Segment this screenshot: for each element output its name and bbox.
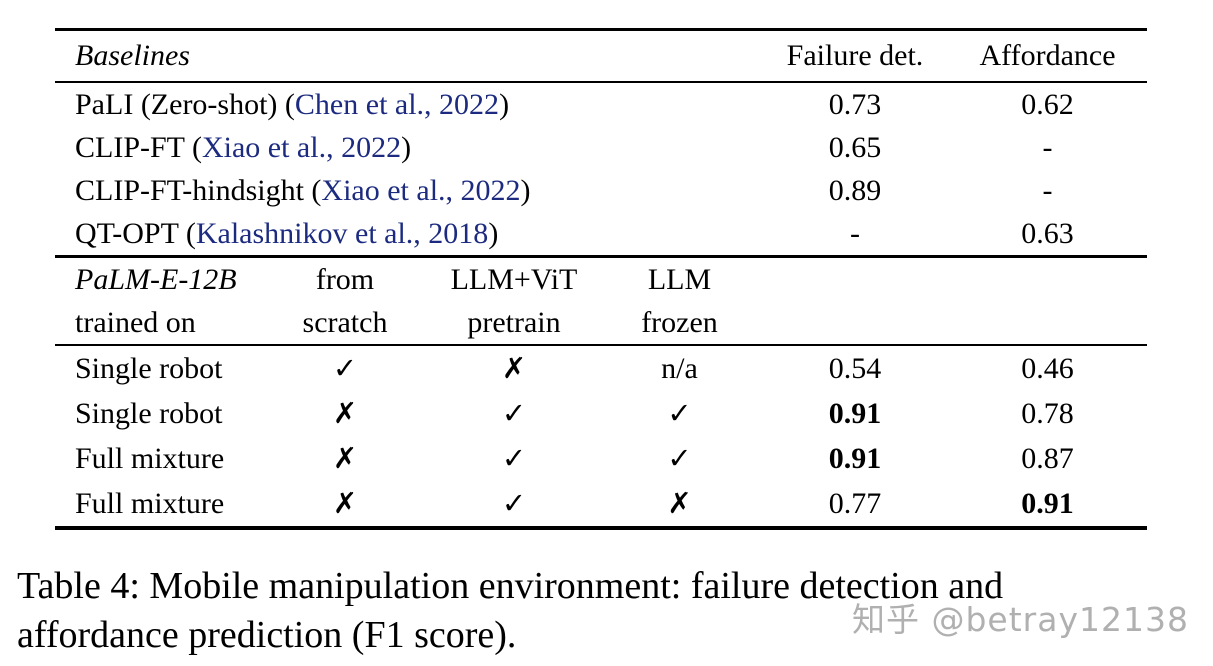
affordance-value: 0.78 <box>1021 396 1074 430</box>
check-icon: ✓ <box>501 441 527 475</box>
column-header-from-scratch: from <box>315 262 375 296</box>
empty-cell <box>762 301 948 344</box>
check-icon: ✓ <box>501 486 527 520</box>
failure-value-best: 0.91 <box>828 441 882 475</box>
cross-icon: ✗ <box>667 486 692 520</box>
row-label: Single robot <box>75 351 223 385</box>
palm-header-separator-rule <box>55 344 1147 346</box>
citation-link[interactable]: Kalashnikov et al., 2018 <box>195 216 489 250</box>
column-header-llm-vit-pretrain: LLM+ViT <box>450 262 578 296</box>
row-label: Full mixture <box>75 441 225 475</box>
citation-link[interactable]: Xiao et al., 2022 <box>201 130 402 164</box>
table-top-rule <box>55 28 1147 31</box>
column-header-llm-frozen: frozen <box>641 305 718 339</box>
baseline-name-text: ) <box>488 216 499 250</box>
palm-e-body: Single robot ✓ ✗ n/a 0.54 0.46 Single ro… <box>55 346 1147 526</box>
citation-link[interactable]: Chen et al., 2022 <box>294 87 500 121</box>
cross-icon: ✗ <box>501 351 527 385</box>
na-label: n/a <box>661 351 698 385</box>
cross-icon: ✗ <box>332 396 358 430</box>
row-label: Single robot <box>75 396 223 430</box>
column-header-failure-det: Failure det. <box>786 39 924 72</box>
baseline-name-text: QT-OPT ( <box>75 216 196 250</box>
empty-cell <box>762 258 948 301</box>
failure-value: 0.54 <box>828 351 882 385</box>
affordance-value: - <box>1042 173 1053 207</box>
failure-value: 0.77 <box>828 486 882 520</box>
header-separator-rule <box>55 81 1147 83</box>
affordance-value: 0.63 <box>1021 216 1074 250</box>
baseline-name-pali: PaLI (Zero-shot) (Chen et al., 2022) <box>55 83 762 126</box>
cross-icon: ✗ <box>332 441 358 475</box>
failure-value: 0.89 <box>828 173 882 207</box>
affordance-value: 0.62 <box>1021 87 1074 121</box>
baseline-name-text: ) <box>401 130 412 164</box>
column-header-affordance: Affordance <box>979 39 1116 72</box>
check-icon: ✓ <box>501 396 527 430</box>
column-header-llm-frozen: LLM <box>647 262 712 296</box>
column-header-from-scratch: scratch <box>302 305 388 339</box>
palm-e-model-label: PaLM-E-12B <box>75 262 237 296</box>
baseline-name-qt-opt: QT-OPT (Kalashnikov et al., 2018) <box>55 212 762 255</box>
empty-cell <box>948 258 1147 301</box>
baseline-name-text: PaLI (Zero-shot) ( <box>75 87 295 121</box>
failure-value: 0.65 <box>828 130 882 164</box>
column-header-llm-vit-pretrain: pretrain <box>467 305 561 339</box>
failure-value: - <box>850 216 860 250</box>
affordance-value-best: 0.91 <box>1021 486 1074 520</box>
caption-line-2: affordance prediction (F1 score). <box>17 614 517 656</box>
baseline-name-text: CLIP-FT-hindsight ( <box>75 173 322 207</box>
affordance-value: 0.46 <box>1021 351 1074 385</box>
empty-cell <box>948 301 1147 344</box>
row-label: Full mixture <box>75 486 225 520</box>
table-caption: Table 4: Mobile manipulation environment… <box>17 562 1202 660</box>
baseline-name-text: ) <box>520 173 531 207</box>
baseline-name-clip-ft-hindsight: CLIP-FT-hindsight (Xiao et al., 2022) <box>55 169 762 212</box>
section-separator-rule <box>55 255 1147 258</box>
palm-e-header: PaLM-E-12B from LLM+ViT LLM trained on s… <box>55 258 1147 344</box>
baseline-name-text: ) <box>499 87 510 121</box>
baseline-name-clip-ft: CLIP-FT (Xiao et al., 2022) <box>55 126 762 169</box>
citation-link[interactable]: Xiao et al., 2022 <box>321 173 521 207</box>
cross-icon: ✗ <box>332 486 358 520</box>
check-icon: ✓ <box>667 441 692 475</box>
caption-line-1: Table 4: Mobile manipulation environment… <box>17 565 1004 607</box>
baselines-section-label: Baselines <box>75 39 190 72</box>
baseline-name-text: CLIP-FT ( <box>75 130 202 164</box>
baselines-header-row: Baselines Failure det. Affordance <box>55 31 1147 81</box>
table-bottom-rule <box>55 526 1147 530</box>
check-icon: ✓ <box>667 396 692 430</box>
failure-value-best: 0.91 <box>828 396 882 430</box>
baselines-body: PaLI (Zero-shot) (Chen et al., 2022) 0.7… <box>55 83 1147 255</box>
check-icon: ✓ <box>332 351 358 385</box>
affordance-value: 0.87 <box>1021 441 1074 475</box>
palm-e-trained-on-label: trained on <box>75 305 196 339</box>
results-table: Baselines Failure det. Affordance PaLI (… <box>55 28 1147 530</box>
failure-value: 0.73 <box>828 87 882 121</box>
affordance-value: - <box>1042 130 1053 164</box>
